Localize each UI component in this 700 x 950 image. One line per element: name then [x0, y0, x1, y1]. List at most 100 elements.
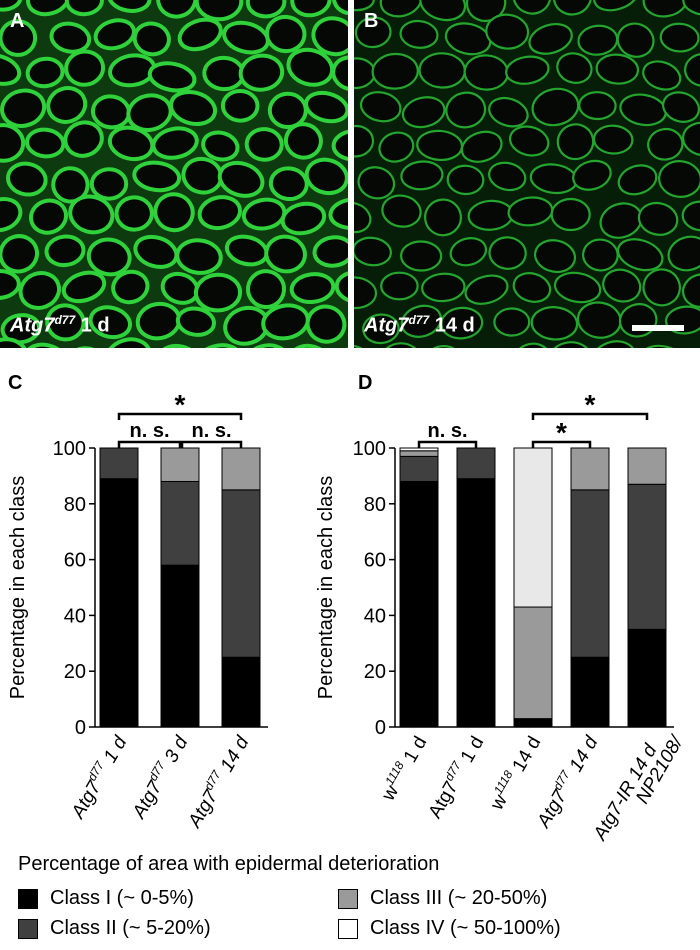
muscle-fiber-cell — [681, 121, 700, 157]
muscle-fiber-cell — [93, 18, 136, 51]
micrograph-b-image — [354, 0, 700, 348]
muscle-fiber-cell — [156, 343, 202, 348]
significance-label: * — [175, 389, 186, 420]
muscle-fiber-cell — [421, 272, 466, 303]
y-tick-label: 0 — [375, 717, 386, 739]
x-category-label: Atg7d77 14 d — [181, 730, 254, 832]
scale-bar — [632, 325, 684, 331]
bar-segment — [221, 489, 261, 658]
muscle-fiber-cell — [488, 236, 527, 270]
muscle-fiber-cell — [0, 0, 23, 12]
muscle-fiber-cell — [658, 160, 700, 198]
muscle-fiber-cell — [595, 53, 640, 85]
muscle-fiber-cell — [647, 127, 684, 161]
legend-swatch-class-2 — [18, 918, 38, 939]
muscle-fiber-cell — [25, 56, 65, 89]
muscle-fiber-cell — [217, 160, 265, 198]
muscle-fiber-cell — [64, 0, 104, 17]
muscle-fiber-cell — [399, 19, 439, 49]
muscle-fiber-cell — [371, 52, 419, 90]
panel-letter-a: A — [10, 10, 25, 32]
muscle-fiber-cell — [89, 167, 129, 201]
significance-label: n. s. — [129, 420, 169, 442]
muscle-fiber-cell — [530, 306, 579, 341]
muscle-fiber-cell — [246, 269, 286, 310]
muscle-fiber-cell — [512, 342, 553, 348]
bar-segment — [570, 447, 610, 491]
muscle-fiber-cell — [264, 14, 307, 54]
muscle-fiber-cell — [354, 124, 375, 158]
muscle-fiber-cell — [662, 91, 700, 123]
muscle-fiber-cell — [241, 197, 287, 231]
bar-segment — [627, 447, 667, 485]
muscle-fiber-cell — [64, 49, 106, 87]
muscle-fiber-cell — [175, 306, 216, 337]
muscle-fiber-cell — [193, 272, 243, 313]
legend-item-class-2: Class II (~ 5-20%) — [18, 917, 211, 940]
bar-segment — [513, 447, 553, 608]
legend-swatch-class-3 — [338, 888, 358, 909]
x-category-label: w1118 1 d — [375, 732, 431, 806]
micrograph-a-time: 1 d — [75, 315, 110, 337]
muscle-fiber-cell — [440, 306, 484, 340]
muscle-fiber-cell — [423, 344, 464, 348]
muscle-fiber-cell — [444, 22, 492, 56]
muscle-fiber-cell — [445, 91, 487, 129]
y-axis-label: Percentage in each class — [315, 476, 337, 699]
muscle-fiber-cell — [202, 55, 246, 92]
muscle-fiber-cell — [61, 270, 107, 304]
muscle-fiber-cell — [267, 91, 308, 130]
muscle-fiber-cell — [378, 131, 415, 163]
legend-label-class-2: Class II (~ 5-20%) — [50, 917, 211, 939]
muscle-fiber-cell — [354, 276, 378, 310]
muscle-fiber-cell — [86, 237, 132, 277]
muscle-fiber-cell — [268, 166, 309, 202]
bar-segment — [570, 656, 610, 728]
y-tick-label: 0 — [75, 717, 86, 739]
muscle-fiber-cell — [147, 61, 197, 93]
muscle-fiber-cell — [590, 340, 637, 348]
legend-item-class-1: Class I (~ 0-5%) — [18, 887, 194, 910]
muscle-fiber-cell — [220, 88, 260, 123]
muscle-fiber-cell — [0, 268, 21, 301]
legend: Percentage of area with epidermal deteri… — [18, 853, 678, 948]
bar-segment — [627, 628, 667, 728]
muscle-fiber-cell — [238, 53, 285, 92]
bar-segment — [456, 447, 496, 480]
muscle-fiber-cell — [304, 157, 348, 196]
micrograph-a-label: Atg7d77 1 d — [10, 313, 110, 338]
muscle-fiber-cell — [531, 87, 580, 127]
muscle-fiber-cell — [24, 342, 68, 348]
x-category-label: Atg7d77 3 d — [126, 730, 193, 823]
muscle-fiber-cell — [25, 127, 66, 159]
bar-segment — [570, 489, 610, 658]
muscle-fiber-cell — [0, 337, 29, 348]
y-tick-label: 100 — [353, 438, 386, 460]
bar-segment — [456, 478, 496, 728]
muscle-fiber-cell — [177, 17, 223, 52]
muscle-fiber-cell — [68, 194, 115, 235]
muscle-fiber-cell — [512, 272, 552, 303]
muscle-fiber-cell — [0, 88, 47, 128]
significance-label: * — [585, 389, 596, 420]
significance-bracket — [531, 440, 592, 448]
muscle-fiber-cell — [419, 0, 467, 22]
muscle-fiber-cell — [111, 269, 150, 305]
muscle-fiber-cell — [354, 201, 372, 234]
muscle-fiber-cell — [44, 234, 86, 268]
micrograph-a-image — [0, 0, 348, 348]
significance-label: n. s. — [191, 420, 231, 442]
muscle-fiber-cell — [400, 304, 443, 338]
micrograph-b-time: 14 d — [429, 315, 475, 337]
muscle-fiber-cell — [533, 239, 577, 274]
muscle-fiber-cell — [0, 313, 42, 345]
muscle-fiber-cell — [617, 164, 658, 196]
muscle-fiber-cell — [488, 96, 529, 128]
muscle-fiber-cell — [331, 129, 348, 162]
legend-item-class-4: Class IV (~ 50-100%) — [338, 917, 561, 940]
y-tick-label: 60 — [64, 550, 86, 572]
muscle-fiber-cell — [28, 198, 69, 235]
muscle-fiber-cell — [488, 161, 527, 192]
panel-letter-c: C — [8, 372, 23, 394]
muscle-fiber-cell — [556, 123, 595, 161]
